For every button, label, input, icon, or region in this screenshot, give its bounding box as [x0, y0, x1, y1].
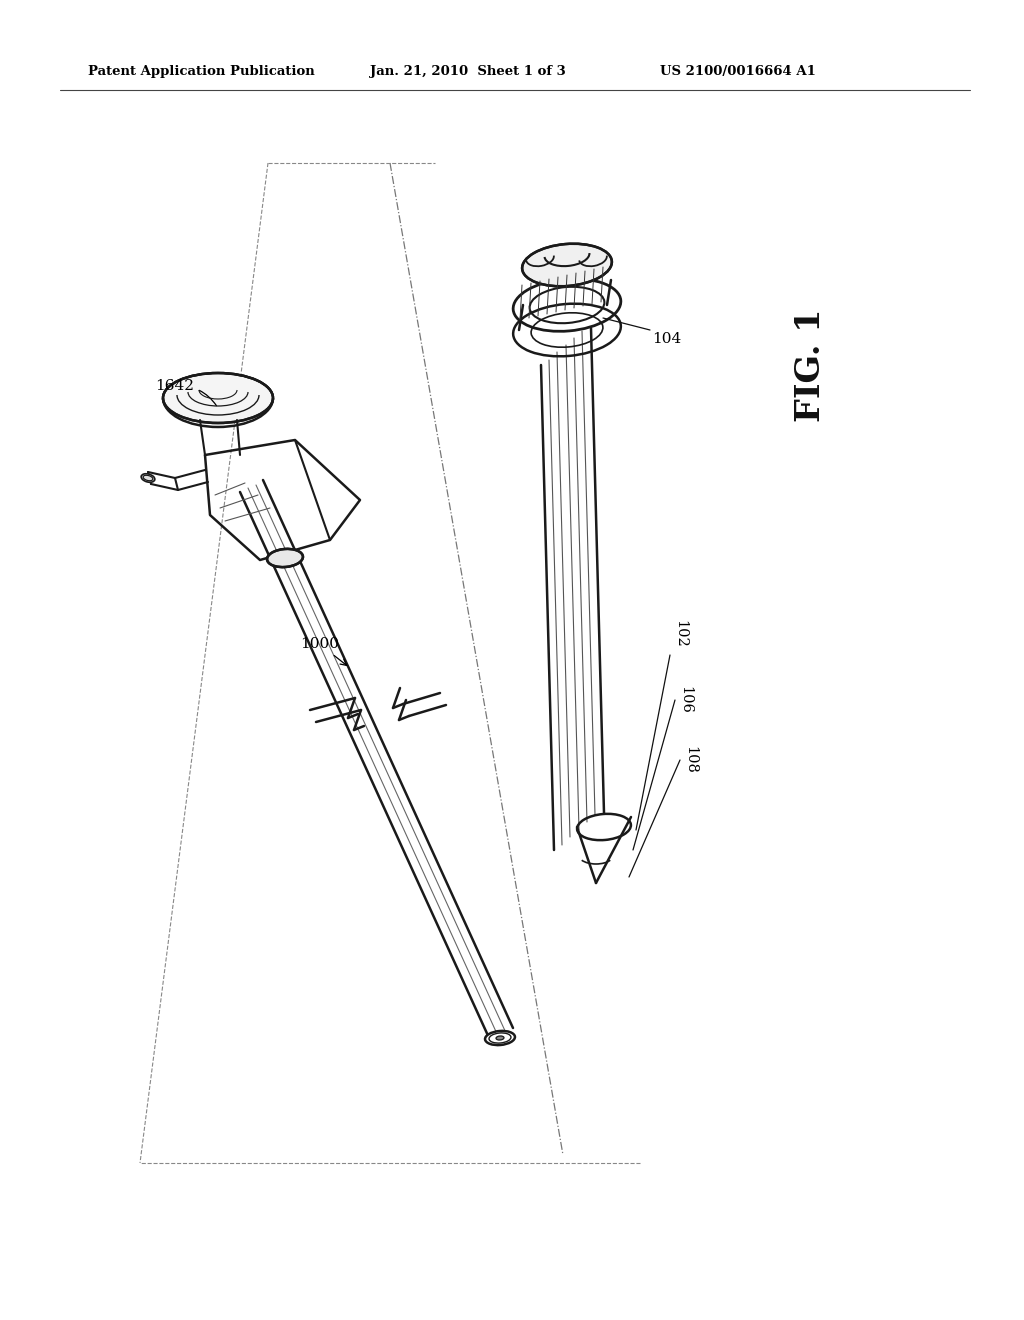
Ellipse shape	[267, 549, 303, 568]
Ellipse shape	[141, 474, 155, 482]
Text: 1642: 1642	[155, 379, 216, 405]
Ellipse shape	[485, 1031, 515, 1045]
Text: Patent Application Publication: Patent Application Publication	[88, 66, 314, 78]
Text: Jan. 21, 2010  Sheet 1 of 3: Jan. 21, 2010 Sheet 1 of 3	[370, 66, 565, 78]
Text: 108: 108	[683, 746, 697, 774]
Text: US 2100/0016664 A1: US 2100/0016664 A1	[660, 66, 816, 78]
Text: 106: 106	[678, 686, 692, 714]
Ellipse shape	[163, 374, 273, 422]
Ellipse shape	[522, 244, 612, 286]
Text: 102: 102	[673, 620, 687, 648]
Text: 104: 104	[652, 333, 681, 346]
Ellipse shape	[496, 1036, 504, 1040]
Text: FIG. 1: FIG. 1	[794, 309, 826, 422]
Text: 1000: 1000	[300, 638, 347, 665]
